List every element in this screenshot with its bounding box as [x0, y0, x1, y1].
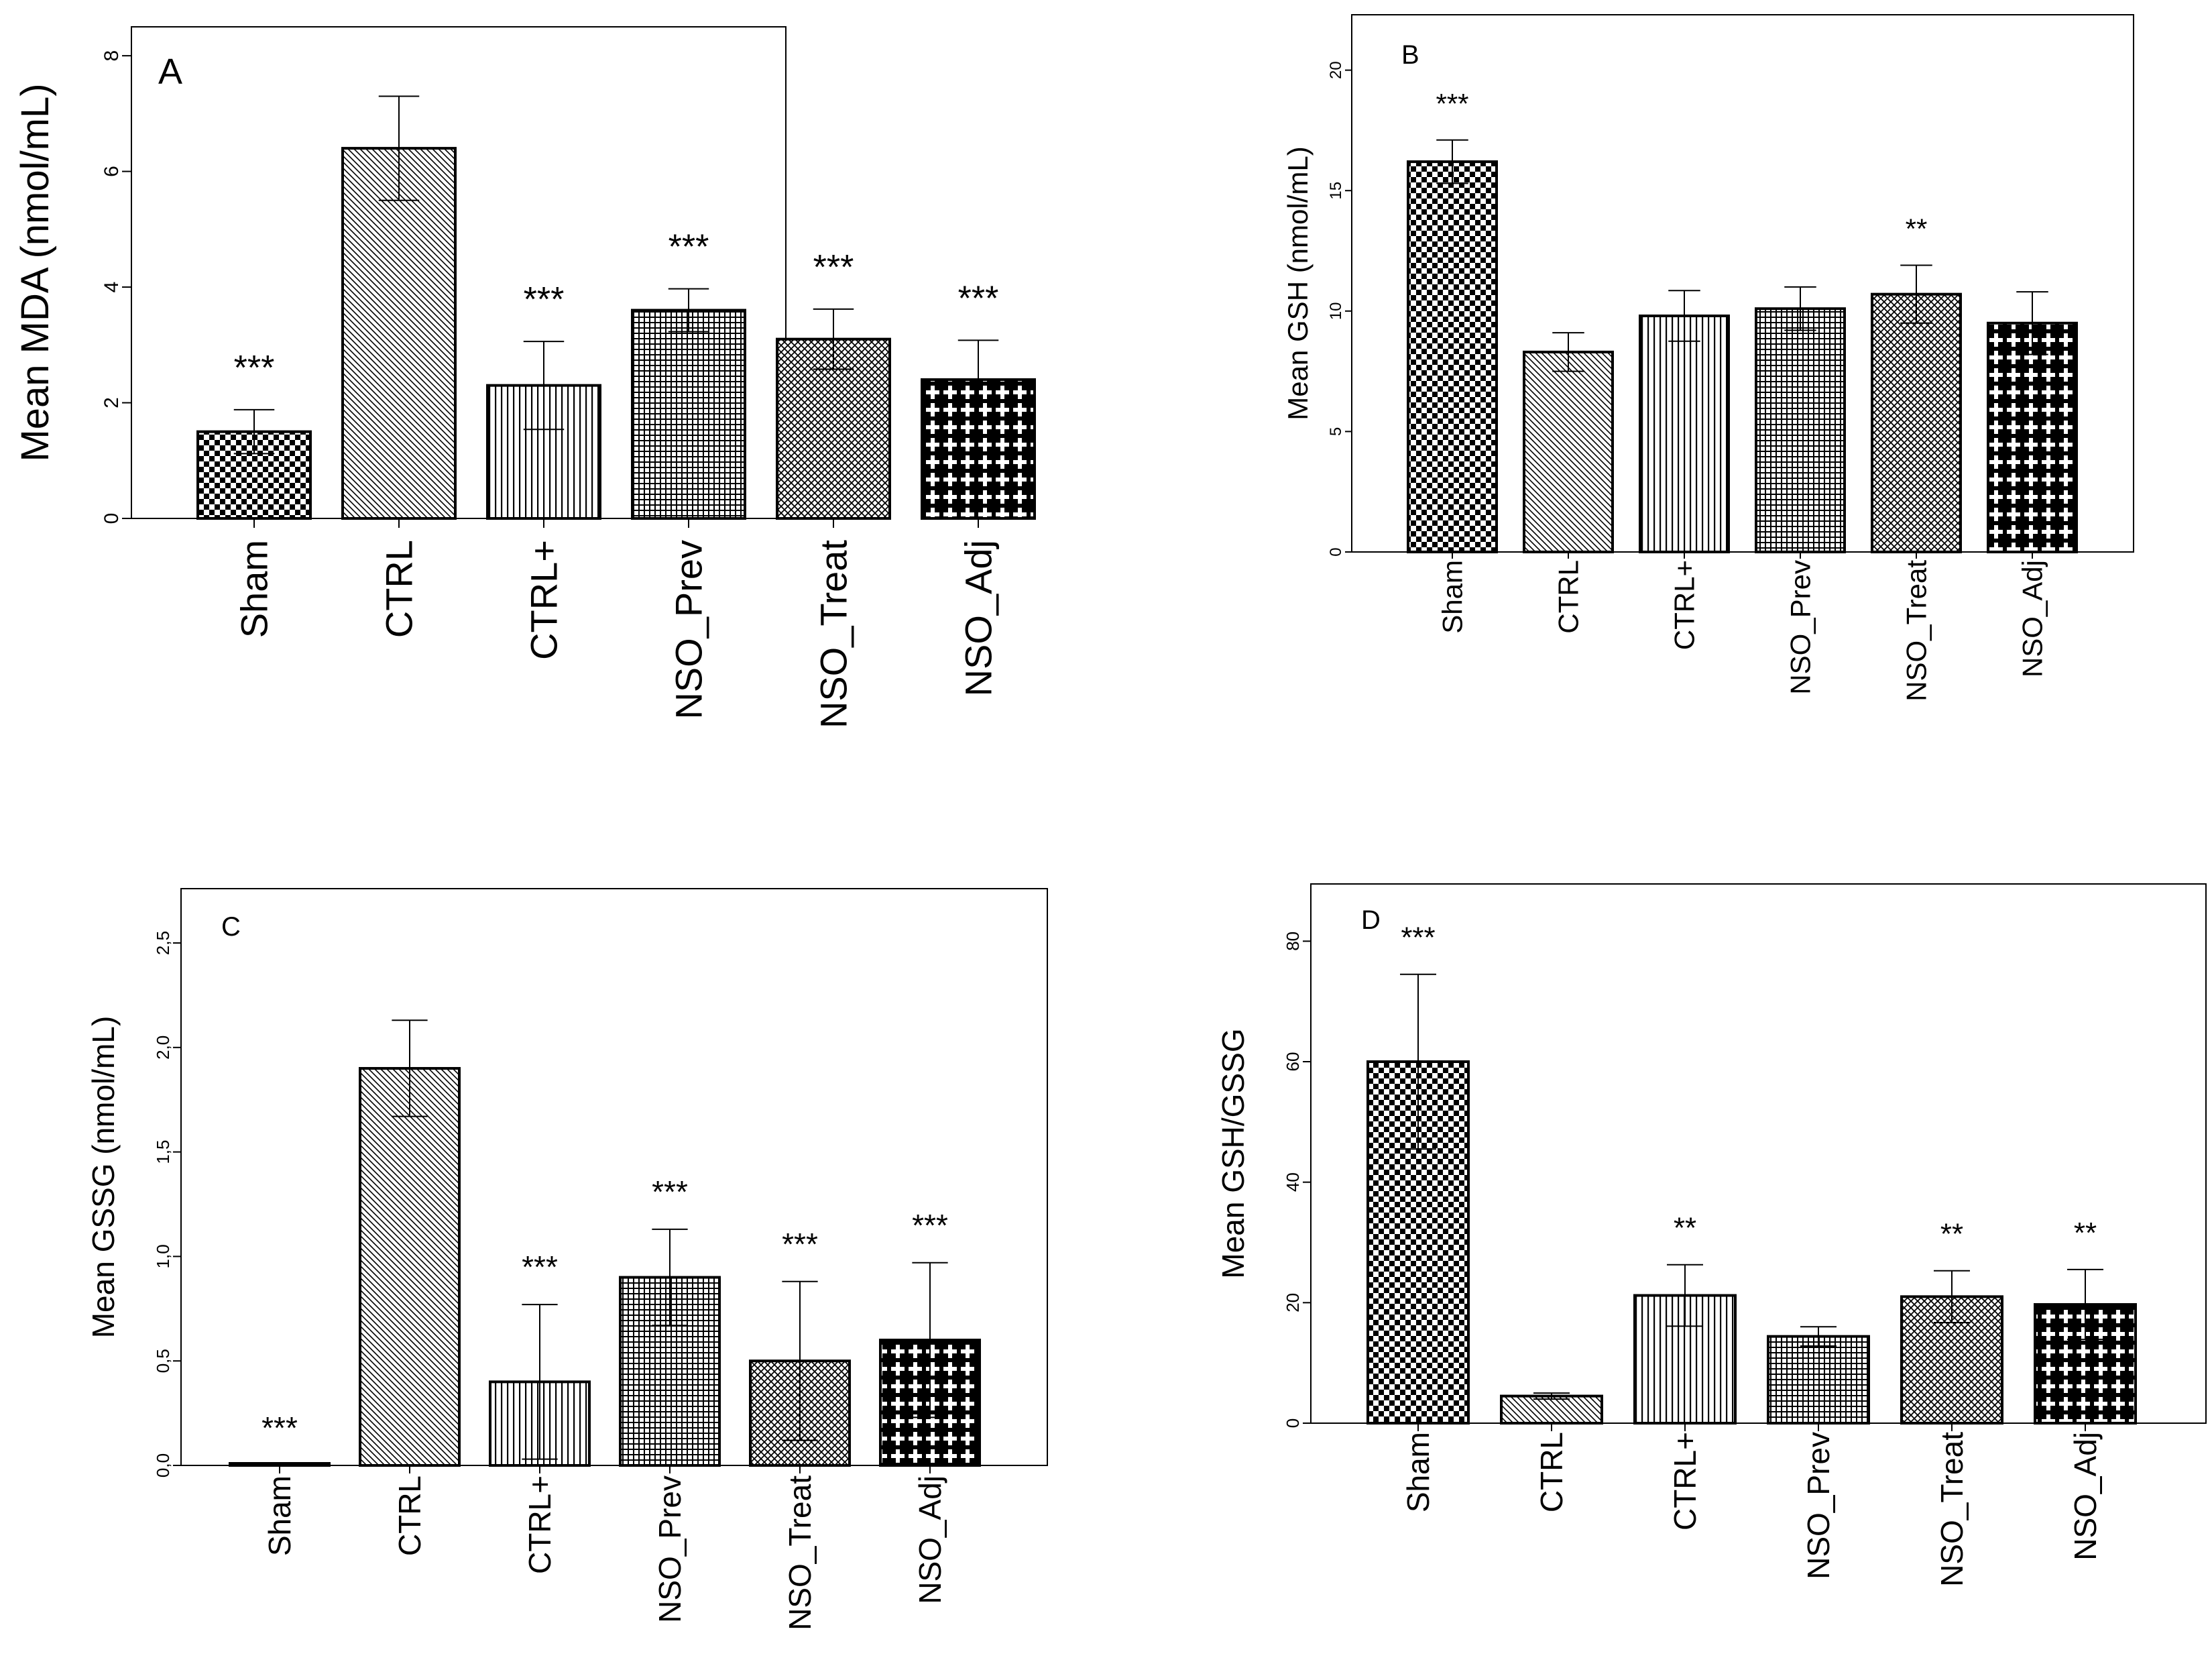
category-label: CTRL+ — [1668, 1432, 1702, 1530]
y-tick-label: 60 — [1283, 1052, 1303, 1072]
significance-label: *** — [958, 279, 999, 318]
y-tick-label: 2,0 — [153, 1036, 173, 1060]
significance-label: ** — [2074, 1217, 2097, 1249]
y-tick-label: 15 — [1327, 182, 1345, 200]
bar-ctrl — [341, 147, 457, 520]
y-axis-label: Mean MDA (nmol/mL) — [13, 83, 57, 461]
y-tick-label: 20 — [1283, 1293, 1303, 1313]
plot-frame — [1310, 883, 2207, 1424]
bar-sham — [229, 1462, 331, 1467]
significance-label: *** — [813, 248, 854, 287]
y-tick-label: 20 — [1327, 61, 1345, 79]
bar-nso-treat — [1871, 292, 1962, 553]
y-tick-label: 0,5 — [153, 1349, 173, 1373]
plot-frame — [131, 26, 787, 519]
category-label: NSO_Treat — [1934, 1432, 1969, 1587]
y-axis-label: Mean GSH/GSSG — [1216, 1028, 1250, 1278]
significance-label: *** — [522, 1249, 558, 1284]
plot-frame — [1351, 14, 2134, 553]
category-label: CTRL — [378, 540, 420, 638]
panel-a: A 0 2 4 6 8 Mean MDA (nmol/mL) *** Sham CTRL *** CT… — [13, 26, 1036, 729]
y-tick-label: 10 — [1327, 302, 1345, 320]
bar-ctrl — [1523, 350, 1614, 553]
category-label: Sham — [233, 540, 276, 638]
y-tick-label: 8 — [101, 50, 123, 62]
category-label: NSO_Adj — [2068, 1432, 2103, 1561]
y-tick-label: 2 — [101, 397, 123, 408]
bar-ctrl- — [1639, 314, 1730, 553]
bar-ctrl — [359, 1066, 461, 1467]
bar-nso-prev — [1755, 307, 1846, 553]
significance-label: ** — [1940, 1218, 1963, 1251]
significance-label: *** — [261, 1410, 298, 1445]
y-tick-label: 0 — [1327, 547, 1345, 556]
significance-label: *** — [652, 1174, 688, 1209]
category-label: CTRL+ — [523, 540, 565, 660]
significance-label: *** — [234, 349, 275, 388]
panel-d: D 0 20 40 60 80 Mean GSH/GSSG *** Sham CTRL ** CTRL… — [1216, 883, 2207, 1587]
y-tick-label: 6 — [101, 166, 123, 177]
y-axis-label: Mean GSSG (nmol/mL) — [86, 1016, 121, 1339]
bar-ctrl — [1500, 1394, 1603, 1425]
category-label: Sham — [1401, 1432, 1436, 1512]
bar-nso-prev — [631, 309, 746, 520]
category-label: NSO_Adj — [957, 540, 1000, 696]
category-label: NSO_Treat — [782, 1475, 817, 1630]
significance-label: *** — [1401, 922, 1435, 954]
category-label: NSO_Adj — [2017, 560, 2048, 677]
category-label: Sham — [262, 1475, 297, 1556]
panel-c: C 0,0 0,5 1,0 1,5 2,0 2,5 Mean GSSG (nmol/mL) **… — [86, 888, 1048, 1630]
category-label: CTRL+ — [522, 1475, 557, 1574]
significance-label: *** — [668, 228, 709, 267]
bar-nso-adj — [1987, 321, 2078, 553]
y-tick-label: 4 — [101, 282, 123, 293]
category-label: CTRL+ — [1669, 560, 1700, 650]
significance-label: ** — [1674, 1212, 1696, 1245]
panel-b: B 0 5 10 15 20 Mean GSH (nmol/mL) *** Sham CTRL CT… — [1282, 14, 2134, 702]
significance-label: *** — [524, 280, 565, 319]
category-label: NSO_Prev — [652, 1475, 687, 1623]
category-label: NSO_Treat — [1901, 560, 1932, 702]
panel-label: A — [158, 52, 182, 92]
category-label: NSO_Treat — [813, 540, 855, 729]
bar-sham — [1407, 160, 1498, 554]
y-tick-label: 0,0 — [153, 1453, 173, 1477]
y-tick-label: 40 — [1283, 1172, 1303, 1192]
category-label: CTRL — [392, 1475, 427, 1556]
y-tick-label: 0 — [1283, 1418, 1303, 1428]
category-label: NSO_Prev — [668, 540, 710, 720]
significance-label: *** — [912, 1208, 948, 1243]
panel-label: D — [1361, 905, 1381, 935]
y-tick-label: 0 — [101, 513, 123, 524]
category-label: NSO_Prev — [1801, 1432, 1836, 1579]
y-tick-label: 1,0 — [153, 1244, 173, 1268]
category-label: Sham — [1437, 560, 1468, 634]
significance-label: *** — [782, 1227, 818, 1262]
panel-label: C — [221, 912, 241, 942]
y-axis-label: Mean GSH (nmol/mL) — [1282, 146, 1314, 420]
bar-nso-prev — [1767, 1335, 1870, 1425]
category-label: CTRL — [1534, 1432, 1569, 1512]
category-label: NSO_Prev — [1785, 560, 1816, 695]
significance-label: ** — [1906, 213, 1928, 245]
y-tick-label: 5 — [1327, 427, 1345, 436]
category-label: CTRL — [1553, 560, 1584, 634]
category-label: NSO_Adj — [913, 1475, 947, 1604]
y-tick-label: 1,5 — [153, 1140, 173, 1164]
y-tick-label: 80 — [1283, 932, 1303, 951]
panel-label: B — [1401, 40, 1419, 70]
plot-frame — [180, 888, 1048, 1466]
significance-label: *** — [1436, 88, 1468, 119]
y-tick-label: 2,5 — [153, 931, 173, 955]
